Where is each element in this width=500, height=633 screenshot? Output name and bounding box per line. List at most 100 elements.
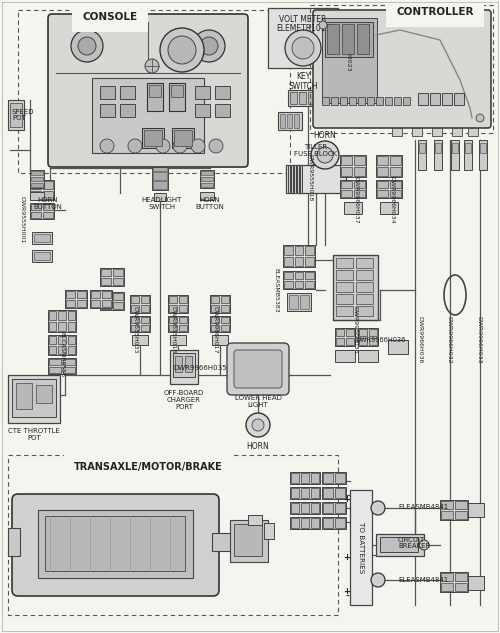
Bar [170,335,186,345]
Bar [201,183,213,187]
Circle shape [200,37,218,55]
Bar [211,296,219,303]
Bar [30,180,54,200]
Text: CTE THROTTLE
POT: CTE THROTTLE POT [8,428,60,441]
Bar [168,295,188,313]
Bar [354,190,365,197]
Bar [301,473,309,483]
Bar [403,97,410,105]
Bar [376,155,402,177]
Bar [195,104,210,117]
Circle shape [156,139,170,153]
Bar [412,128,422,136]
Bar [341,156,352,165]
Bar [179,296,187,303]
Bar [340,155,366,177]
Bar [49,346,56,354]
Bar [311,503,319,513]
FancyBboxPatch shape [234,350,282,388]
Bar [68,322,75,331]
Bar [43,212,53,218]
Bar [390,181,401,188]
Text: CIRCUIT
BREAKER: CIRCUIT BREAKER [398,537,430,549]
Bar [341,167,352,176]
Bar [31,204,41,210]
Bar [342,16,360,61]
FancyBboxPatch shape [48,14,248,167]
Bar [92,78,204,153]
Bar [49,367,61,373]
Bar [91,291,100,298]
Bar [479,140,487,170]
Bar [390,167,401,176]
Bar [287,114,292,128]
Bar [30,170,44,188]
Bar [65,290,87,308]
Bar [49,359,61,365]
Bar [335,488,345,498]
Text: +: + [344,553,350,563]
Bar [294,257,304,266]
Bar [31,181,41,189]
Bar [221,325,229,331]
Bar [171,85,183,97]
Bar [169,305,177,312]
Bar [356,270,373,280]
Bar [268,8,338,68]
Circle shape [100,139,114,153]
Text: HORN: HORN [314,130,336,139]
Text: LOWER HEAD
LIGHT: LOWER HEAD LIGHT [234,395,282,408]
Bar [130,316,150,332]
Bar [294,272,304,279]
Bar [468,503,484,517]
Bar [32,232,52,244]
Bar [58,336,66,344]
Bar [200,170,214,188]
Circle shape [193,30,225,62]
Text: HEADLIGHT
SWITCH: HEADLIGHT SWITCH [142,197,182,210]
Text: DWR9966H034: DWR9966H034 [390,176,394,224]
Bar [336,338,344,345]
Bar [58,311,66,320]
Bar [8,455,338,615]
Text: +: + [344,496,350,505]
FancyBboxPatch shape [12,494,219,596]
Bar [63,359,75,365]
Bar [283,271,315,289]
Bar [284,246,292,255]
Bar [308,92,315,104]
Text: DWR9966H032: DWR9966H032 [446,316,452,364]
Circle shape [311,141,339,169]
Text: DWR9966H033: DWR9966H033 [476,316,482,364]
Bar [289,295,298,309]
Bar [102,300,111,307]
Bar [169,317,177,323]
Bar [179,325,187,331]
Bar [340,97,347,105]
Bar [149,85,161,97]
Bar [168,316,188,332]
Text: ELEASMB4841: ELEASMB4841 [398,504,448,510]
Text: DWR9966H035: DWR9966H035 [174,365,227,371]
Bar [153,163,167,170]
Bar [335,473,345,483]
Bar [8,100,24,130]
Bar [8,528,20,556]
Circle shape [246,413,270,437]
Bar [350,490,372,605]
Bar [306,272,314,279]
Bar [299,92,306,104]
Bar [101,269,111,276]
Circle shape [371,501,385,515]
Bar [113,269,123,276]
Bar [335,503,345,513]
Text: TRANSAXLE/MOTOR/BRAKE: TRANSAXLE/MOTOR/BRAKE [74,462,223,472]
Bar [68,311,75,320]
Bar [113,278,123,285]
Bar [34,252,50,260]
Bar [290,92,297,104]
Circle shape [71,30,103,62]
Bar [377,167,388,176]
Text: DWR9966H037: DWR9966H037 [354,176,358,224]
Bar [441,573,453,581]
